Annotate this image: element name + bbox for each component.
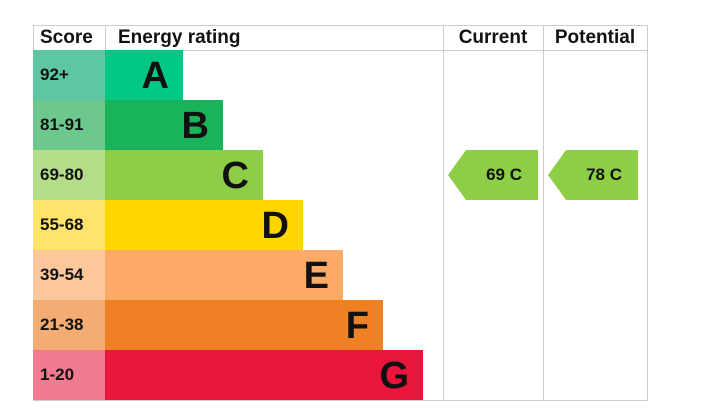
score-cell-d: 55-68: [33, 200, 105, 250]
header-current: Current: [458, 27, 528, 48]
grid-line: [33, 25, 647, 26]
potential-rating-arrow: 78 C: [548, 150, 638, 200]
rating-bar-e: E: [105, 250, 343, 300]
grid-line: [543, 25, 544, 400]
rating-bar-d: D: [105, 200, 303, 250]
rating-bar-a: A: [105, 50, 183, 100]
grid-line: [33, 50, 647, 51]
rating-bar-g: G: [105, 350, 423, 400]
score-cell-e: 39-54: [33, 250, 105, 300]
header-potential: Potential: [554, 27, 636, 48]
score-cell-c: 69-80: [33, 150, 105, 200]
current-rating-arrow: 69 C: [448, 150, 538, 200]
score-cell-f: 21-38: [33, 300, 105, 350]
rating-bar-c: C: [105, 150, 263, 200]
header-score: Score: [40, 27, 93, 48]
score-cell-g: 1-20: [33, 350, 105, 400]
grid-line: [443, 25, 444, 400]
header-energy-rating: Energy rating: [118, 27, 241, 48]
rating-bar-f: F: [105, 300, 383, 350]
grid-line: [647, 25, 648, 401]
grid-line: [33, 400, 647, 401]
grid-line: [105, 25, 106, 50]
score-cell-a: 92+: [33, 50, 105, 100]
score-cell-b: 81-91: [33, 100, 105, 150]
rating-bar-b: B: [105, 100, 223, 150]
